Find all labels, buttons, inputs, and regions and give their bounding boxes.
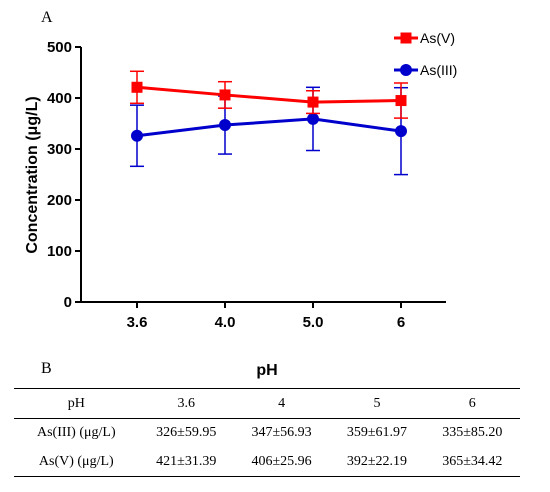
- legend-label: As(III): [420, 62, 457, 78]
- x-tick-label: 5.0: [303, 314, 324, 331]
- series-layer: [130, 70, 408, 176]
- data-point-circle: [307, 112, 319, 125]
- table-row: As(V) (μg/L) 421±31.39 406±25.96 392±22.…: [14, 447, 520, 477]
- data-table: pH 3.6 4 5 6 As(III) (μg/L) 326±59.95 34…: [14, 388, 520, 477]
- table-cell: 406±25.96: [233, 447, 330, 477]
- table-cell: 326±59.95: [156, 425, 217, 441]
- table-cell: As(V) (μg/L): [14, 447, 139, 477]
- table-cell: 392±22.19: [329, 447, 425, 477]
- series-as-v: [130, 70, 408, 119]
- table-header-cell: 5: [329, 388, 425, 419]
- x-axis-title: pH: [256, 362, 277, 379]
- y-tick-label: 300: [47, 141, 72, 158]
- y-tick-label: 100: [47, 243, 72, 260]
- series-line: [136, 85, 402, 104]
- data-point-circle: [395, 125, 407, 138]
- table-cell: As(III) (μg/L): [36, 425, 116, 441]
- table-cell: 347±56.93: [251, 425, 312, 441]
- data-point-circle: [131, 129, 143, 142]
- legend-item: As(III): [394, 62, 457, 78]
- y-tick-label: 400: [47, 90, 72, 107]
- panel-a-label: A: [41, 9, 53, 26]
- y-tick-label: 0: [64, 294, 72, 311]
- legend-label: As(V): [420, 30, 455, 46]
- x-tick-label: 3.6: [127, 314, 148, 331]
- data-point-square: [307, 96, 319, 108]
- legend-marker-square: [400, 32, 412, 44]
- x-tick-label: 6: [397, 314, 405, 331]
- x-tick-label: 4.0: [215, 314, 236, 331]
- table-cell: 365±34.42: [424, 447, 520, 477]
- legend: As(V) As(III): [394, 30, 457, 78]
- data-point-square: [395, 95, 407, 107]
- table-header-cell: 3.6: [138, 388, 234, 419]
- panel-b-label: B: [41, 360, 52, 377]
- data-point-square: [131, 81, 143, 93]
- y-axis-title: Concentration (μg/L): [24, 96, 41, 253]
- table-cell: 335±85.20: [442, 425, 503, 441]
- table-header-cell: 6: [424, 388, 520, 419]
- data-point-square: [219, 89, 231, 101]
- table-header-cell: pH: [14, 388, 139, 419]
- table-cell: 421±31.39: [138, 447, 234, 477]
- series-line: [136, 117, 402, 138]
- table-cell: 359±61.97: [346, 425, 408, 441]
- axes: 0 100 200 300 400 500 3.6 4.0 5.0 6: [47, 39, 446, 331]
- table-header-row: pH 3.6 4 5 6: [14, 388, 520, 419]
- table-header-cell: 4: [233, 388, 330, 419]
- y-tick-label: 500: [47, 39, 72, 56]
- data-point-circle: [219, 119, 231, 132]
- table-row: As(III) (μg/L) 326±59.95 347±56.93 359±6…: [14, 419, 520, 448]
- legend-item: As(V): [394, 30, 455, 46]
- legend-marker-circle: [400, 64, 412, 76]
- y-tick-label: 200: [47, 192, 72, 209]
